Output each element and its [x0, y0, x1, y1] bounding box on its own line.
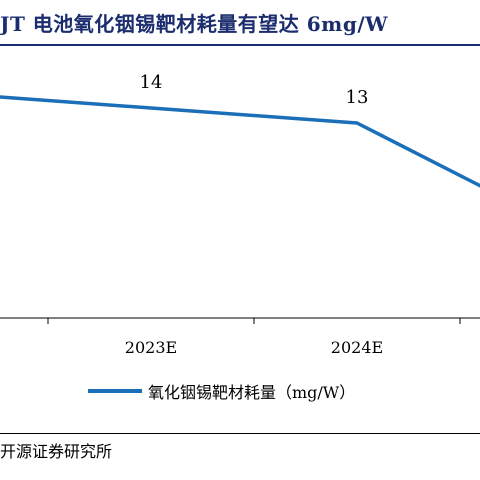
source-rule: [0, 433, 480, 434]
data-label-1: 14: [140, 72, 163, 93]
legend-label: 氧化铟锡靶材耗量（mg/W）: [148, 383, 356, 402]
x-axis: 2023E 2024E: [0, 317, 480, 357]
title-rule: [0, 44, 480, 46]
data-label-2: 13: [346, 87, 369, 108]
series-line-0: [0, 95, 480, 188]
x-tick-label-1: 2023E: [125, 338, 177, 357]
source-note: 开源证券研究所: [0, 442, 113, 461]
legend: 氧化铟锡靶材耗量（mg/W）: [88, 378, 355, 404]
chart-title: JT 电池氧化铟锡靶材耗量有望达 6mg/W: [0, 12, 389, 36]
data-label-layer: 14 13: [140, 72, 369, 108]
x-tick-label-2: 2024E: [331, 338, 383, 357]
series-layer: [0, 95, 480, 188]
line-chart: 2023E 2024E 14 13: [0, 72, 480, 357]
legend-swatch: [88, 389, 142, 393]
